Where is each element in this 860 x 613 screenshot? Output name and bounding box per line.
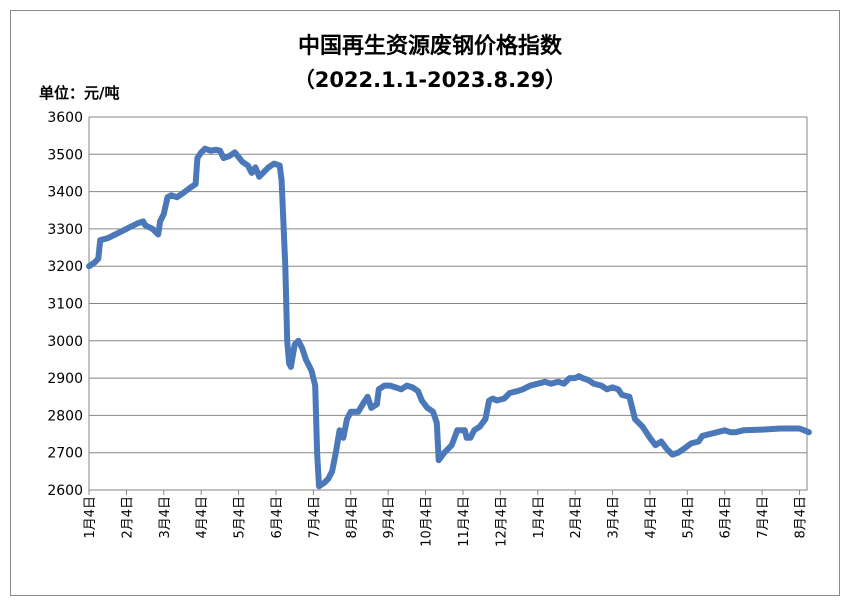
x-tick-label: 5月4日 [233, 496, 248, 539]
y-tick-label: 2900 [47, 371, 83, 387]
y-tick-label: 2800 [47, 408, 83, 424]
series-group [86, 145, 812, 490]
chart-subtitle: （2022.1.1-2023.8.29） [293, 68, 567, 92]
y-tick-label: 3600 [47, 110, 83, 126]
y-axis-ticks: 3600 3500 3400 3300 3200 3100 3000 2900 2800 2700… [47, 110, 83, 499]
x-axis-ticks: 1月4日 2月4日 3月4日 4月4日 5月4日 6月4日 7月4日 8月4日 9月4日 10月4… [83, 490, 809, 547]
x-tick-label: 10月4日 [420, 496, 435, 547]
x-tick-label: 3月4日 [158, 496, 173, 539]
x-tick-label: 2月4日 [120, 496, 135, 539]
x-tick-label: 1月4日 [83, 496, 98, 539]
x-tick-label: 1月4日 [532, 496, 547, 539]
y-axis-unit-label: 单位：元/吨 [39, 84, 120, 102]
y-tick-label: 3300 [47, 222, 83, 238]
axis-lines [88, 117, 808, 491]
x-tick-label: 5月4日 [681, 496, 696, 539]
y-tick-label: 3400 [47, 185, 83, 201]
y-tick-label: 2600 [47, 483, 83, 499]
y-tick-label: 3000 [47, 334, 83, 350]
x-tick-label: 8月4日 [794, 496, 809, 539]
y-tick-label: 3100 [47, 297, 83, 313]
x-tick-label: 7月4日 [307, 496, 322, 539]
y-tick-label: 3200 [47, 259, 83, 275]
x-tick-label: 4月4日 [644, 496, 659, 539]
x-tick-label: 6月4日 [270, 496, 285, 539]
x-tick-label: 12月4日 [494, 496, 509, 547]
y-tick-label: 2700 [47, 446, 83, 462]
x-tick-label: 4月4日 [195, 496, 210, 539]
series-line [86, 145, 812, 490]
chart-title: 中国再生资源废钢价格指数 [297, 34, 562, 59]
x-tick-label: 3月4日 [607, 496, 622, 539]
x-tick-label: 11月4日 [457, 496, 472, 547]
y-tick-label: 3500 [47, 147, 83, 163]
x-tick-label: 2月4日 [569, 496, 584, 539]
x-tick-label: 8月4日 [345, 496, 360, 539]
x-tick-label: 6月4日 [719, 496, 734, 539]
x-tick-label: 9月4日 [382, 496, 397, 539]
x-tick-label: 7月4日 [756, 496, 771, 539]
